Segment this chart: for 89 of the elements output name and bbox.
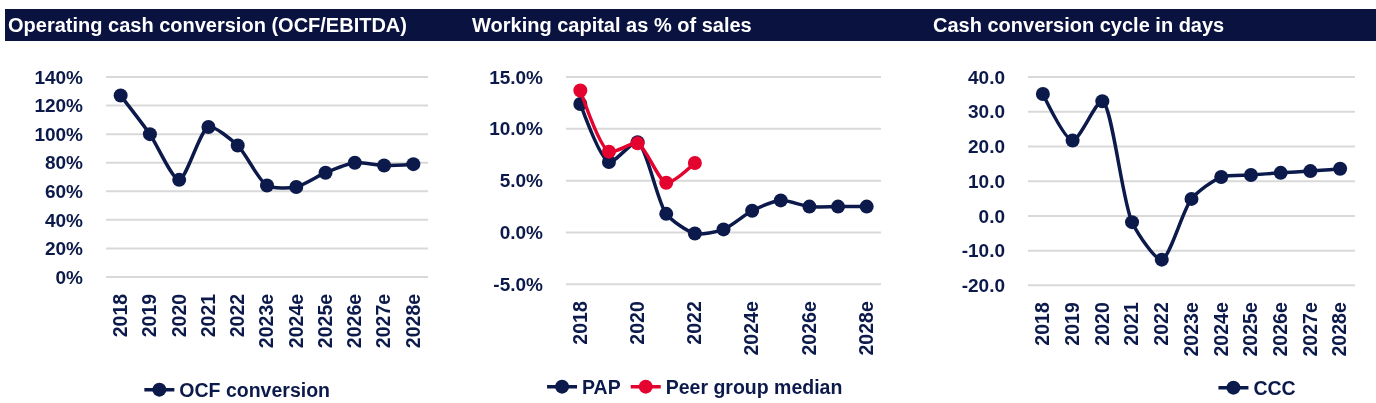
chart-title: Cash conversion cycle in days — [933, 14, 1225, 36]
x-tick-label: 2018 — [108, 293, 131, 338]
x-tick-label: 2018 — [1031, 302, 1054, 346]
point — [659, 206, 674, 221]
point — [142, 127, 157, 142]
legend-label: Peer group median — [665, 376, 843, 399]
point — [1333, 161, 1348, 176]
point — [773, 193, 788, 208]
y-tick-label: 60% — [44, 180, 84, 202]
y-tick-label: 20.0 — [968, 136, 1005, 158]
point — [573, 83, 588, 98]
point — [1095, 94, 1110, 109]
legend-label: OCF conversion — [179, 379, 330, 402]
y-tick-label: 15.0% — [489, 66, 544, 88]
point — [260, 178, 274, 193]
y-tick-label: 10.0% — [489, 118, 544, 140]
point — [289, 180, 304, 194]
point — [406, 157, 421, 172]
x-tick-label: 2024e — [740, 301, 763, 356]
y-tick-label: 80% — [44, 152, 84, 174]
y-tick-label: 30.0 — [968, 101, 1005, 123]
point — [113, 88, 128, 103]
x-tick-label: 2025e — [1239, 302, 1262, 357]
x-tick-label: 2028e — [855, 301, 878, 356]
y-tick-label: 120% — [34, 95, 84, 117]
x-tick-label: 2026e — [343, 293, 366, 349]
point — [659, 175, 674, 190]
point — [687, 156, 702, 171]
x-tick-label: 2024e — [1209, 302, 1232, 357]
x-tick-label: 2020 — [167, 293, 190, 338]
x-tick-label: 2019 — [1060, 302, 1083, 346]
point — [172, 172, 187, 187]
point — [1035, 87, 1050, 102]
point — [377, 158, 392, 173]
y-tick-label: 100% — [34, 123, 84, 145]
x-tick-label: 2026e — [1269, 302, 1292, 357]
x-tick-label: 2018 — [568, 301, 591, 345]
y-tick-label: 5.0% — [499, 170, 544, 192]
y-tick-label: 20% — [44, 238, 84, 260]
x-tick-label: 2020 — [1090, 302, 1113, 346]
point — [201, 120, 216, 134]
point — [831, 199, 846, 214]
y-tick-label: 0% — [55, 266, 84, 288]
x-tick-label: 2022 — [1150, 302, 1173, 346]
point — [687, 226, 702, 241]
chart-title: Operating cash conversion (OCF/EBITDA) — [8, 14, 407, 36]
point — [1273, 165, 1288, 180]
point — [230, 138, 245, 153]
y-tick-label: -10.0 — [961, 240, 1005, 262]
x-tick-label: 2023e — [1179, 302, 1202, 357]
point — [1065, 133, 1080, 148]
x-tick-label: 2022 — [226, 293, 249, 338]
y-tick-label: 140% — [34, 66, 84, 88]
y-tick-label: -20.0 — [961, 275, 1005, 297]
legend-label: PAP — [582, 376, 621, 399]
point — [745, 203, 760, 218]
y-tick-label: 0.0% — [499, 222, 544, 244]
x-tick-label: 2026e — [797, 301, 820, 356]
x-tick-label: 2021 — [1120, 302, 1143, 346]
point — [1125, 215, 1140, 230]
x-tick-label: 2028e — [1328, 302, 1351, 357]
point — [1154, 252, 1169, 267]
point — [601, 144, 616, 159]
x-tick-label: 2022 — [683, 301, 706, 345]
point — [1184, 191, 1199, 206]
point — [1243, 167, 1258, 182]
y-tick-label: 10.0 — [968, 170, 1005, 192]
y-tick-label: 40% — [44, 209, 84, 231]
x-tick-label: 2020 — [625, 301, 648, 345]
point — [859, 199, 874, 214]
x-tick-label: 2021 — [196, 293, 219, 338]
chart-title: Working capital as % of sales — [472, 14, 752, 36]
x-tick-label: 2019 — [138, 293, 161, 338]
point — [1214, 170, 1229, 185]
x-tick-label: 2024e — [284, 293, 307, 349]
point — [347, 155, 362, 170]
x-tick-label: 2027e — [1298, 302, 1321, 357]
y-tick-label: -5.0% — [493, 274, 544, 296]
y-tick-label: 40.0 — [968, 66, 1005, 88]
x-tick-label: 2025e — [313, 293, 336, 349]
point — [802, 199, 817, 214]
x-tick-label: 2027e — [372, 293, 395, 349]
point — [716, 222, 731, 237]
x-tick-label: 2028e — [401, 293, 424, 349]
point — [318, 165, 333, 180]
legend-label: CCC — [1253, 377, 1296, 400]
point — [1303, 164, 1318, 179]
x-tick-label: 2023e — [255, 293, 278, 349]
y-tick-label: 0.0 — [978, 205, 1005, 227]
